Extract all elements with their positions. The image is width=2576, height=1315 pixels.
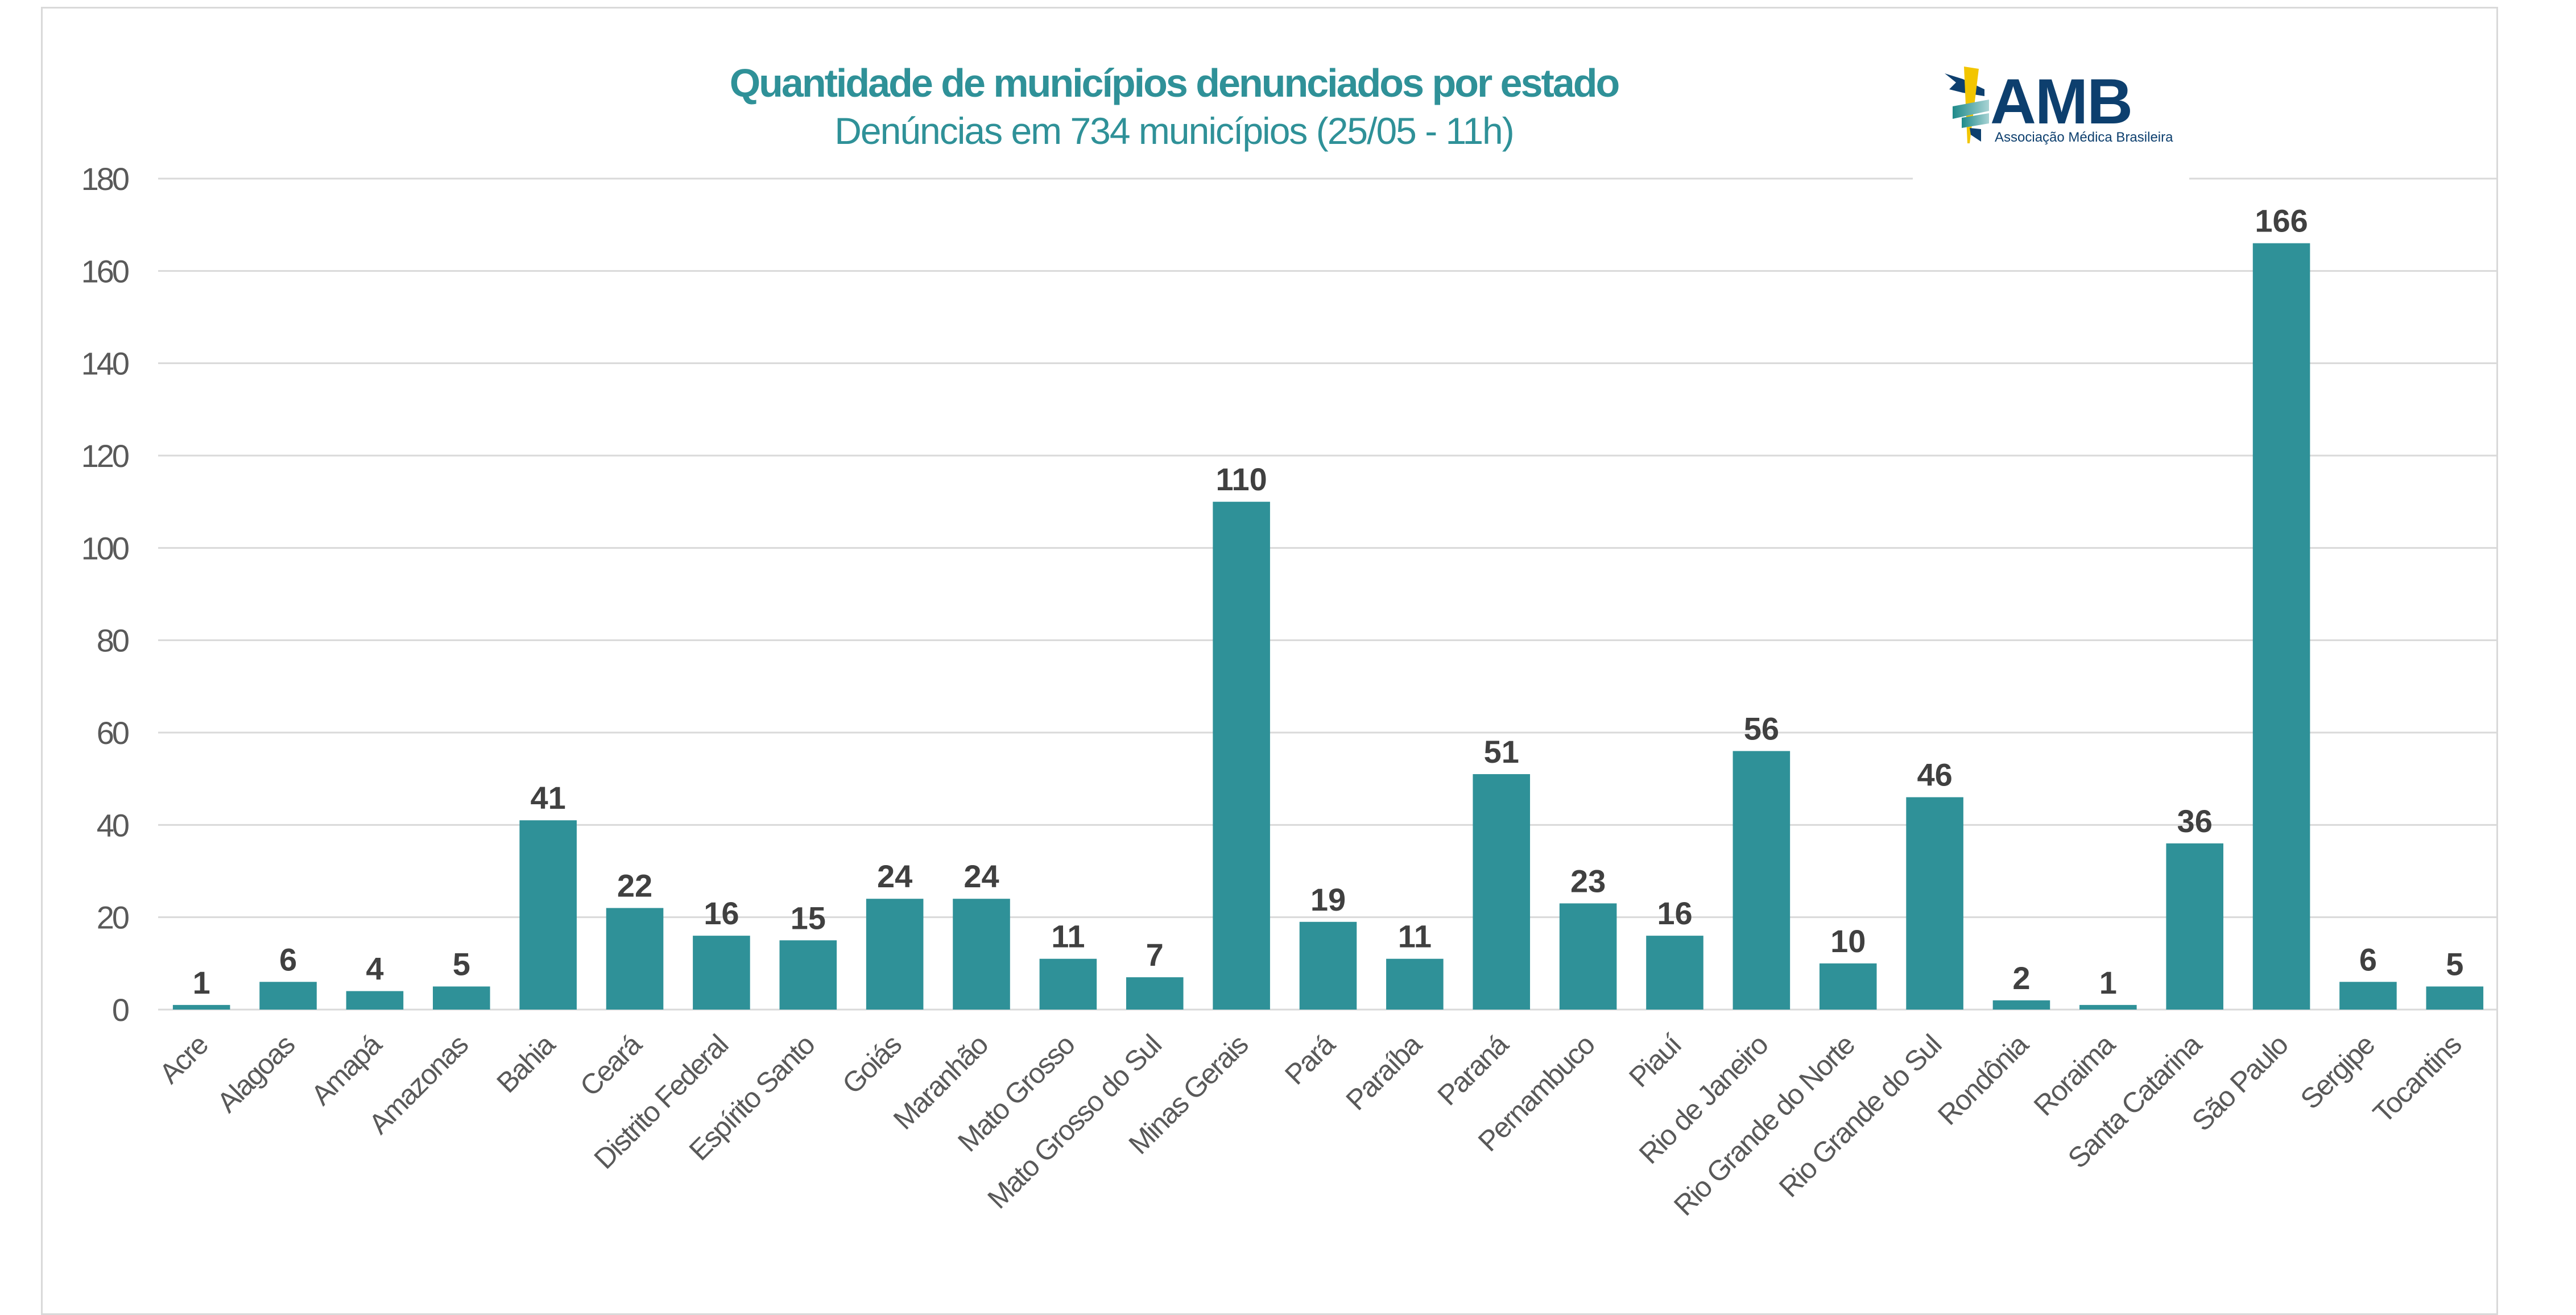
bar bbox=[1906, 797, 1963, 1010]
data-label: 10 bbox=[1830, 923, 1866, 959]
x-tick-label: Rondônia bbox=[1932, 1028, 2035, 1131]
data-label: 110 bbox=[1215, 461, 1267, 497]
data-label: 6 bbox=[2359, 941, 2377, 977]
y-tick-label: 0 bbox=[112, 992, 129, 1028]
data-label: 19 bbox=[1310, 882, 1346, 917]
x-tick-label: Bahia bbox=[490, 1028, 561, 1099]
y-tick-label: 140 bbox=[81, 346, 129, 382]
y-tick-label: 80 bbox=[97, 623, 129, 659]
x-tick-label: Piauí bbox=[1623, 1028, 1688, 1094]
bar bbox=[1126, 977, 1184, 1010]
data-label: 11 bbox=[1398, 919, 1432, 954]
bar bbox=[1213, 502, 1270, 1010]
caduceus-icon bbox=[1945, 67, 1989, 143]
bar bbox=[2079, 1004, 2137, 1010]
x-tick-label: Paraíba bbox=[1340, 1028, 1428, 1116]
data-label: 1 bbox=[193, 965, 210, 1000]
bar bbox=[693, 936, 750, 1010]
bar bbox=[1559, 903, 1617, 1010]
bar bbox=[1646, 936, 1703, 1010]
bar bbox=[519, 820, 577, 1010]
data-label: 16 bbox=[1657, 895, 1692, 931]
data-label: 23 bbox=[1570, 863, 1606, 899]
bars bbox=[172, 243, 2484, 1010]
bar bbox=[779, 940, 837, 1010]
bar bbox=[346, 991, 404, 1010]
data-label: 51 bbox=[1484, 734, 1519, 770]
data-label: 15 bbox=[791, 900, 826, 936]
chart-title: Quantidade de municípios denunciados por… bbox=[730, 61, 1619, 105]
bar bbox=[1992, 1000, 2050, 1010]
x-tick-label: Paraná bbox=[1431, 1028, 1515, 1112]
x-tick-label: Sergipe bbox=[2294, 1029, 2381, 1115]
bar bbox=[1039, 958, 1097, 1010]
bar bbox=[1299, 921, 1357, 1010]
data-label: 36 bbox=[2177, 803, 2213, 839]
data-label: 24 bbox=[877, 858, 912, 894]
bar bbox=[606, 908, 664, 1010]
x-tick-label: Rio Grande do Sul bbox=[1773, 1029, 1947, 1203]
data-label: 46 bbox=[1917, 757, 1952, 793]
bar bbox=[2166, 843, 2223, 1010]
y-tick-label: 160 bbox=[81, 253, 129, 289]
data-label: 16 bbox=[704, 895, 739, 931]
data-label: 7 bbox=[1146, 937, 1164, 973]
y-tick-label: 60 bbox=[97, 715, 129, 751]
data-label: 41 bbox=[531, 780, 566, 816]
x-tick-label: Pará bbox=[1279, 1028, 1341, 1091]
x-tick-label: Acre bbox=[153, 1029, 214, 1090]
chart-subtitle: Denúncias em 734 municípios (25/05 - 11h… bbox=[834, 110, 1513, 152]
y-tick-label: 120 bbox=[81, 438, 129, 474]
logo-wordmark: AMB bbox=[1990, 66, 2132, 137]
bar bbox=[1819, 963, 1877, 1010]
x-tick-label: Tocantins bbox=[2367, 1028, 2467, 1129]
bar bbox=[1386, 958, 1444, 1010]
data-label: 4 bbox=[366, 951, 383, 987]
data-label: 24 bbox=[964, 858, 999, 894]
bar bbox=[1473, 774, 1531, 1010]
data-label: 5 bbox=[453, 946, 470, 982]
bar bbox=[433, 986, 490, 1010]
bar bbox=[2426, 986, 2484, 1010]
y-tick-label: 180 bbox=[81, 161, 129, 197]
amb-logo: AMB Associação Médica Brasileira bbox=[1945, 66, 2173, 145]
data-label: 5 bbox=[2446, 946, 2463, 982]
x-tick-label: Goiás bbox=[836, 1028, 908, 1100]
bar bbox=[1733, 751, 1791, 1010]
bar bbox=[259, 982, 317, 1010]
bar bbox=[2339, 982, 2397, 1010]
y-tick-label: 20 bbox=[97, 900, 129, 936]
data-label: 1 bbox=[2099, 965, 2117, 1000]
data-label: 2 bbox=[2012, 960, 2030, 996]
bar bbox=[172, 1004, 230, 1010]
y-tick-label: 40 bbox=[97, 807, 129, 843]
y-axis-ticks: 0 20 40 60 80 100 120 140 160 180 bbox=[81, 161, 131, 1028]
x-tick-label: Alagoas bbox=[211, 1028, 301, 1118]
bar bbox=[953, 899, 1010, 1010]
x-tick-label: São Paulo bbox=[2186, 1029, 2294, 1137]
bar bbox=[2252, 243, 2310, 1010]
y-tick-label: 100 bbox=[81, 530, 129, 566]
data-label: 22 bbox=[617, 867, 652, 903]
x-tick-label: Ceará bbox=[574, 1028, 648, 1102]
bar bbox=[866, 899, 924, 1010]
data-label: 56 bbox=[1744, 710, 1779, 746]
data-label: 11 bbox=[1051, 919, 1085, 954]
logo-tagline: Associação Médica Brasileira bbox=[1995, 130, 2173, 145]
data-label: 6 bbox=[279, 941, 297, 977]
x-tick-label: Amapá bbox=[305, 1028, 388, 1111]
data-label: 166 bbox=[2255, 203, 2308, 239]
